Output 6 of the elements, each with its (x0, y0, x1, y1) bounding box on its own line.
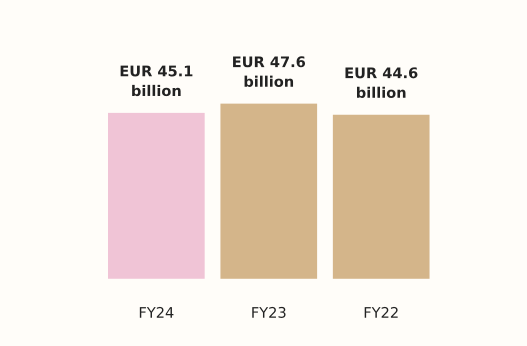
x-tick-label: FY23 (252, 306, 286, 318)
x-tick-label: FY22 (364, 306, 398, 318)
x-tick-label: FY24 (140, 306, 174, 318)
data-label: EUR 47.6 billion (233, 56, 306, 87)
data-label: EUR 45.1 billion (120, 66, 192, 96)
data-label: EUR 44.6 billion (345, 67, 418, 98)
